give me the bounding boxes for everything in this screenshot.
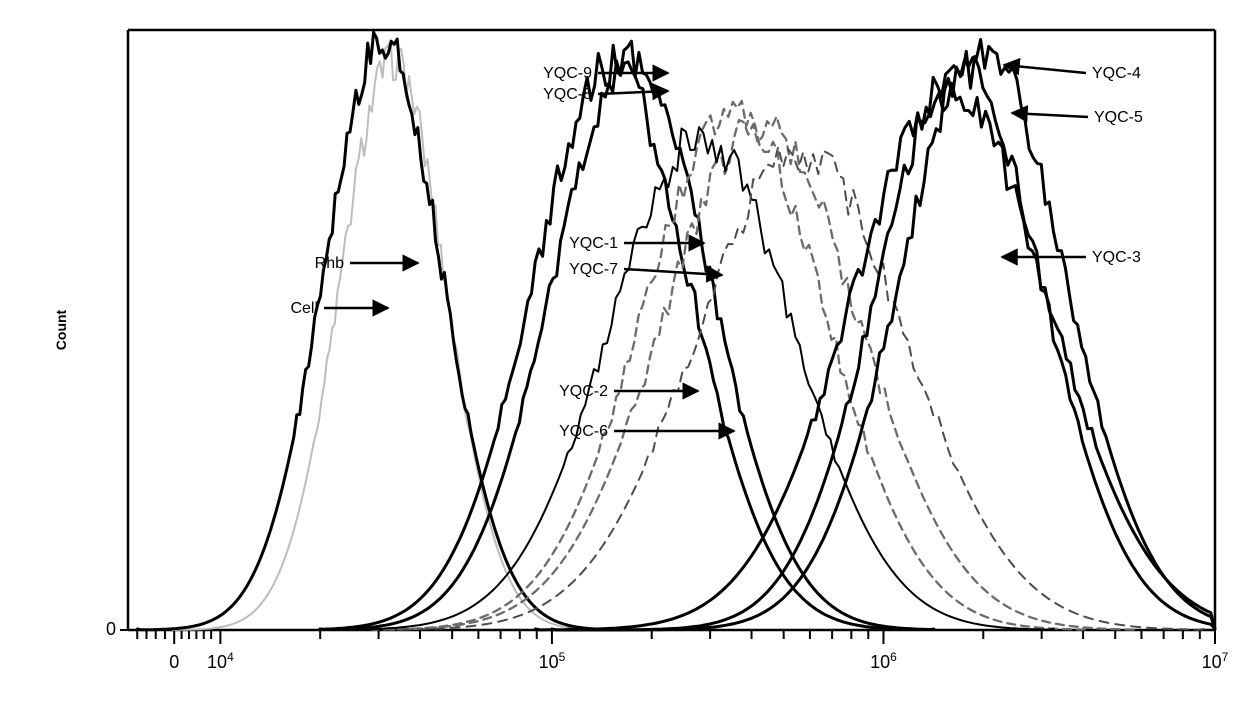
label-rhb: Rhb	[315, 255, 344, 272]
x-tick-10000000: 107	[1202, 650, 1229, 672]
curve-yqc6	[403, 147, 1204, 630]
label-yqc1: YQC-1	[569, 235, 618, 252]
axes: 0 0 104 105 106 107	[106, 30, 1229, 672]
label-yqc6: YQC-6	[559, 423, 608, 440]
annotations: Rhb Cell YQC-9 YQC-8 YQC-1 YQC-7 YQC-2 YQC-6 YQC…	[290, 65, 1143, 440]
label-yqc3: YQC-3	[1092, 249, 1141, 266]
y-axis-label: Count	[53, 309, 69, 350]
x-tick-10000: 104	[207, 650, 234, 672]
curve-rhb	[138, 32, 610, 630]
x-tick-1000000: 106	[870, 650, 897, 672]
x-tick-0: 0	[169, 652, 179, 672]
curve-yqc3	[535, 83, 1215, 630]
label-yqc8: YQC-8	[543, 86, 592, 103]
curve-yqc1	[370, 101, 1087, 630]
curve-yqc5	[552, 51, 1215, 630]
label-yqc2: YQC-2	[559, 383, 608, 400]
label-cell: Cell	[290, 300, 318, 317]
label-yqc4: YQC-4	[1092, 65, 1141, 82]
x-tick-100000: 105	[539, 650, 566, 672]
label-yqc9: YQC-9	[543, 65, 592, 82]
curve-cell	[171, 40, 595, 630]
label-yqc5: YQC-5	[1094, 109, 1143, 126]
curve-yqc8	[320, 45, 914, 629]
flow-cytometry-histogram: 0 0 104 105 106 107 Rhb Cell YQC-9 YQC-8 YQC-1 YQC…	[0, 0, 1240, 708]
arrow-yqc4	[1004, 65, 1086, 73]
label-yqc7: YQC-7	[569, 261, 618, 278]
curves	[138, 32, 1216, 630]
y-tick-0: 0	[106, 619, 116, 639]
